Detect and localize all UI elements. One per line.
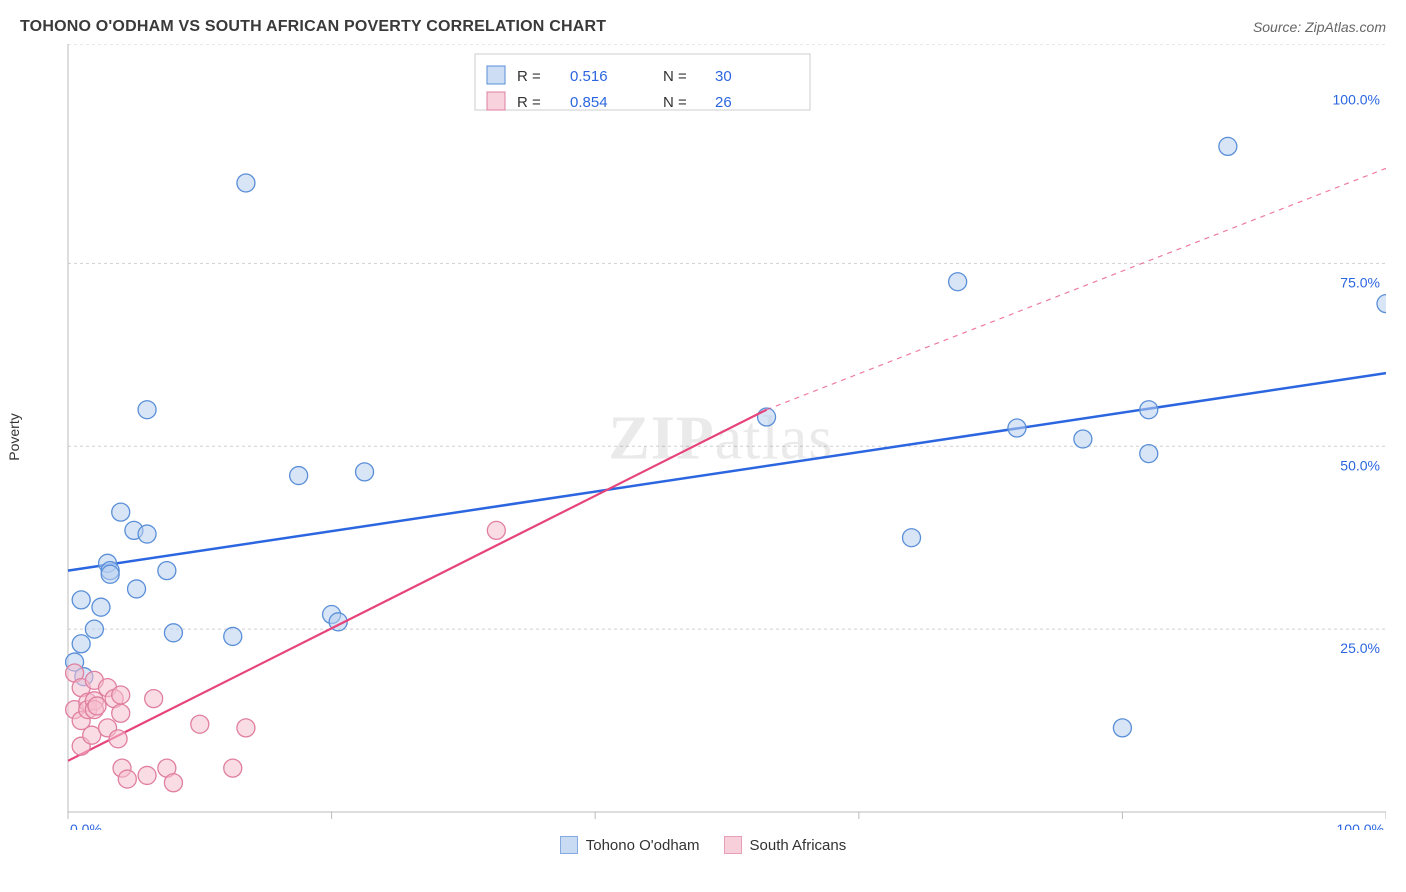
data-point [290, 467, 308, 485]
y-axis-label: Poverty [6, 413, 22, 460]
data-point [72, 635, 90, 653]
legend-swatch [487, 92, 505, 110]
y-tick-label: 25.0% [1340, 640, 1380, 656]
data-point [85, 620, 103, 638]
trend-line-extrapolated [767, 168, 1386, 409]
data-point [138, 766, 156, 784]
data-point [191, 715, 209, 733]
legend-swatch [487, 66, 505, 84]
data-point [164, 624, 182, 642]
data-point [145, 690, 163, 708]
chart-title: TOHONO O'ODHAM VS SOUTH AFRICAN POVERTY … [20, 18, 606, 36]
data-point [158, 562, 176, 580]
data-point [237, 719, 255, 737]
data-point [101, 565, 119, 583]
scatter-chart: 25.0% 50.0% 75.0% 100.0% 0.0% 100.0% ZIPatlas R… [20, 44, 1386, 830]
trend-line [68, 373, 1386, 570]
legend-n-label: N = [663, 94, 687, 111]
legend-n-value: 26 [715, 94, 732, 111]
chart-area: Poverty 25.0%50.0%75.0%100.0%0.0%100.0%Z… [20, 44, 1386, 830]
x-tick-label: 100.0% [1337, 821, 1384, 830]
legend-r-label: R = [517, 68, 541, 85]
data-point [164, 774, 182, 792]
legend-swatch [724, 836, 742, 854]
watermark: ZIPatlas [608, 405, 833, 473]
legend-r-value: 0.516 [570, 68, 608, 85]
legend-item: Tohono O'odham [560, 836, 700, 854]
source-label: Source: ZipAtlas.com [1253, 19, 1386, 35]
data-point [72, 591, 90, 609]
x-tick-label: 0.0% [70, 821, 102, 830]
data-point [128, 580, 146, 598]
legend-n-value: 30 [715, 68, 732, 85]
data-point [1113, 719, 1131, 737]
data-point [118, 770, 136, 788]
legend-r-value: 0.854 [570, 94, 608, 111]
data-point [949, 273, 967, 291]
legend-item: South Africans [724, 836, 847, 854]
data-point [112, 503, 130, 521]
data-point [92, 598, 110, 616]
y-tick-label: 100.0% [1333, 92, 1380, 108]
data-point [1140, 445, 1158, 463]
data-point [138, 401, 156, 419]
data-point [88, 697, 106, 715]
data-point [1140, 401, 1158, 419]
legend-r-label: R = [517, 94, 541, 111]
data-point [224, 627, 242, 645]
data-point [138, 525, 156, 543]
y-tick-label: 50.0% [1340, 457, 1380, 473]
data-point [112, 686, 130, 704]
data-point [1377, 295, 1386, 313]
y-tick-label: 75.0% [1340, 274, 1380, 290]
legend-n-label: N = [663, 68, 687, 85]
data-point [109, 730, 127, 748]
data-point [112, 704, 130, 722]
bottom-legend: Tohono O'odham South Africans [0, 836, 1406, 854]
data-point [487, 521, 505, 539]
data-point [903, 529, 921, 547]
trend-line [68, 410, 767, 761]
data-point [237, 174, 255, 192]
data-point [224, 759, 242, 777]
data-point [356, 463, 374, 481]
data-point [1219, 137, 1237, 155]
legend-label: South Africans [750, 837, 847, 854]
data-point [1074, 430, 1092, 448]
data-point [1008, 419, 1026, 437]
legend-label: Tohono O'odham [586, 837, 700, 854]
legend-swatch [560, 836, 578, 854]
